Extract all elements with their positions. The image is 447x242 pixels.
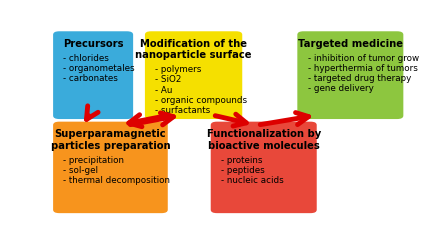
Text: - chlorides: - chlorides bbox=[63, 54, 110, 63]
Text: - inhibition of tumor grow: - inhibition of tumor grow bbox=[308, 54, 419, 63]
Text: - thermal decomposition: - thermal decomposition bbox=[63, 176, 170, 185]
Text: - SiO2: - SiO2 bbox=[155, 76, 181, 84]
Text: - targeted drug therapy: - targeted drug therapy bbox=[308, 74, 411, 83]
FancyBboxPatch shape bbox=[145, 31, 242, 119]
Text: - Au: - Au bbox=[155, 86, 173, 95]
Text: Superparamagnetic
particles preparation: Superparamagnetic particles preparation bbox=[51, 129, 170, 151]
Text: - organometales: - organometales bbox=[63, 64, 135, 73]
Text: - surfactants: - surfactants bbox=[155, 106, 211, 115]
Text: Targeted medicine: Targeted medicine bbox=[298, 39, 403, 49]
Text: Modification of the
nanoparticle surface: Modification of the nanoparticle surface bbox=[135, 39, 252, 60]
FancyBboxPatch shape bbox=[53, 31, 133, 119]
Text: Precursors: Precursors bbox=[63, 39, 123, 49]
FancyBboxPatch shape bbox=[53, 122, 168, 213]
FancyBboxPatch shape bbox=[211, 122, 317, 213]
FancyBboxPatch shape bbox=[297, 31, 403, 119]
Text: - polymers: - polymers bbox=[155, 65, 202, 74]
Text: - carbonates: - carbonates bbox=[63, 74, 118, 83]
Text: - proteins: - proteins bbox=[221, 156, 263, 165]
Text: - peptides: - peptides bbox=[221, 166, 265, 175]
Text: - sol-gel: - sol-gel bbox=[63, 166, 98, 175]
Text: - hyperthermia of tumors: - hyperthermia of tumors bbox=[308, 64, 417, 73]
Text: - nucleic acids: - nucleic acids bbox=[221, 176, 284, 185]
Text: Functionalization by
bioactive molecules: Functionalization by bioactive molecules bbox=[207, 129, 321, 151]
Text: - precipitation: - precipitation bbox=[63, 156, 125, 165]
Text: - organic compounds: - organic compounds bbox=[155, 96, 248, 105]
Text: - gene delivery: - gene delivery bbox=[308, 84, 374, 93]
